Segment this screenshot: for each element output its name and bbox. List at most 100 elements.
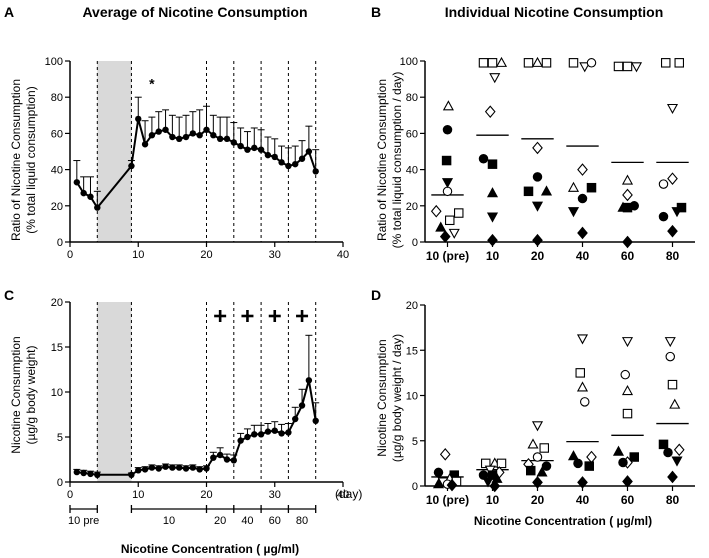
panel-a-data-point xyxy=(196,132,203,139)
panel-c-x-tick-label: 10 xyxy=(132,489,144,501)
panel-c-data-point xyxy=(223,456,231,463)
panel-a-data-point xyxy=(176,135,183,143)
panel-c-period-label: 80 xyxy=(296,515,308,527)
panel-d-data-point xyxy=(433,467,444,478)
panel-d-y-tick-label: 5 xyxy=(412,436,418,448)
panel-b-data-point xyxy=(586,182,597,193)
panel-d-plot: 0 5 10 15 20 10 (pre) 10 20 40 60 80 xyxy=(406,300,695,507)
panel-c-data-point xyxy=(285,429,292,436)
panel-c-data-point xyxy=(251,431,258,438)
panel-a-y-tick-label: 20 xyxy=(51,201,63,213)
panel-b-data-point xyxy=(448,228,460,239)
panel-a-ylabel-line1: Ratio of Nicotine Consumption xyxy=(9,79,23,241)
panel-c-data-point xyxy=(135,467,142,474)
panel-d-data-point xyxy=(663,447,673,458)
panel-d-data-point xyxy=(586,450,597,464)
panel-a-title: Average of Nicotine Consumption xyxy=(82,4,307,20)
panel-b-title: Individual Nicotine Consumption xyxy=(445,4,664,20)
panel-a-data-point xyxy=(271,153,278,161)
panel-c-data-point xyxy=(257,431,265,438)
panel-d-data-point xyxy=(629,452,639,462)
panel-b-category-label: 80 xyxy=(666,249,680,263)
panel-b-data-point xyxy=(540,185,553,196)
panel-c-y-tick-label: 0 xyxy=(57,477,63,489)
panel-a-x-tick-label: 30 xyxy=(269,249,281,261)
panel-c-plot: 0 10 20 30 40 0 5 10 15 20 10 pre 10 20 40 60 80 xyxy=(51,297,349,527)
panel-b-data-point xyxy=(523,186,534,197)
panel-b-data-point xyxy=(453,208,464,218)
panel-a-significance-star: * xyxy=(149,76,155,92)
panel-b-data-point xyxy=(630,62,643,73)
panel-c-data-point xyxy=(312,417,319,424)
panel-d-y-tick-label: 15 xyxy=(406,345,418,357)
panel-a-data-point xyxy=(257,146,265,153)
panel-d-data-point xyxy=(577,476,588,489)
panel-d-data-point xyxy=(439,448,451,461)
panel-b-data-point xyxy=(532,141,543,155)
panel-b-data-point xyxy=(667,224,678,238)
panel-b-data-point xyxy=(671,207,683,218)
panel-d-data-point xyxy=(478,470,489,480)
panel-d-data-point xyxy=(667,379,678,390)
panel-b-data-point xyxy=(577,193,588,204)
panel-c-data-point xyxy=(264,428,272,435)
panel-d-data-point xyxy=(541,461,552,471)
panel-a-y-tick-label: 40 xyxy=(51,165,63,177)
panel-c-data-point xyxy=(155,465,162,472)
panel-a-data-point xyxy=(155,128,162,135)
panel-b-data-point xyxy=(532,233,543,247)
panel-a-data-point xyxy=(216,135,224,143)
panel-a-data-point xyxy=(189,130,197,137)
panel-d-category-label: 60 xyxy=(621,493,635,507)
panel-d-data-point xyxy=(664,337,676,348)
panel-c-x-tick-label: 30 xyxy=(269,489,281,501)
panel-d-data-point xyxy=(432,478,445,489)
panel-d-data-point xyxy=(573,458,583,469)
panel-b-category-label: 20 xyxy=(531,249,545,263)
panel-b-data-point xyxy=(629,201,639,211)
panel-c-shaded-period xyxy=(97,302,132,482)
panel-a-data-point xyxy=(203,126,210,133)
panel-b-data-point xyxy=(487,159,498,169)
panel-c-data-point xyxy=(162,463,169,470)
panel-d-data-point xyxy=(584,461,594,471)
panel-a-y-tick-label: 80 xyxy=(51,92,63,104)
panel-c-data-point xyxy=(237,437,244,444)
panel-a-data-point xyxy=(285,162,292,170)
panel-c-period-label: 20 xyxy=(214,515,226,527)
panel-b-category-label: 10 xyxy=(486,249,500,263)
panel-d-data-point xyxy=(618,457,628,468)
panel-a-data-point xyxy=(298,155,306,162)
panel-b-data-point xyxy=(487,58,498,68)
panel-a-data-point xyxy=(312,168,319,175)
panel-d-data-point xyxy=(667,470,678,484)
panel-b-data-point xyxy=(441,178,454,189)
panel-b-data-point xyxy=(622,235,633,249)
panel-c-y-tick-label: 5 xyxy=(57,432,63,444)
panel-letter-a: A xyxy=(4,4,14,20)
panel-d-data-point xyxy=(446,478,458,492)
panel-c-data-point xyxy=(203,465,210,472)
panel-d-y-tick-label: 20 xyxy=(406,300,418,312)
panel-d-xlabel: Nicotine Concentration ( µg/ml) xyxy=(474,514,652,528)
panel-a-shaded-period xyxy=(97,61,132,242)
panel-d-data-point xyxy=(622,408,633,419)
panel-b-data-point xyxy=(435,221,447,232)
panel-b-data-point xyxy=(622,61,633,72)
panel-a-data-point xyxy=(210,132,217,139)
panel-b-data-point xyxy=(441,155,452,166)
panel-a-x-tick-label: 40 xyxy=(337,249,349,261)
panel-c-data-point xyxy=(94,471,101,478)
panel-a-data-point xyxy=(237,142,244,150)
panel-b-data-point xyxy=(541,58,552,68)
panel-a-data-point xyxy=(148,132,156,139)
panel-a-data-point xyxy=(169,133,176,141)
panel-c-ylabel-line1: Nicotine Consumption xyxy=(9,336,23,453)
panel-c-data-point xyxy=(80,469,87,477)
panel-b-data-point xyxy=(660,58,671,68)
panel-b-data-point xyxy=(495,56,508,67)
panel-a-y-tick-label: 60 xyxy=(51,128,63,140)
panel-a-data-point xyxy=(94,204,101,211)
panel-b-data-point xyxy=(442,186,453,197)
